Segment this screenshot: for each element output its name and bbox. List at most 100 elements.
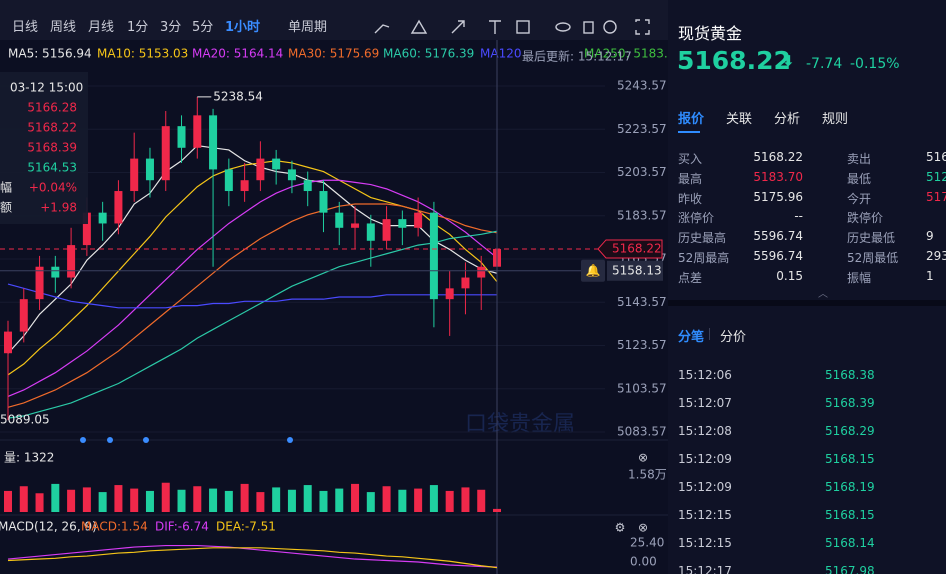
volume-bar — [82, 487, 91, 512]
tick-tab[interactable]: 分价 — [720, 330, 747, 345]
macd-dea — [7, 547, 498, 569]
info-box — [0, 72, 88, 224]
candle-body — [335, 212, 344, 228]
collapse[interactable]: ︿ — [818, 289, 828, 300]
info-value: +1.98 — [40, 201, 77, 215]
watermark: 口袋贵金属 — [465, 412, 575, 437]
change-pct: -0.15% — [850, 56, 900, 72]
info-value: 5168.39 — [27, 141, 77, 155]
event-dot[interactable] — [107, 437, 113, 443]
volume-label: 量: 1322 — [4, 451, 54, 465]
tick-price: 5168.19 — [825, 480, 875, 494]
close-button[interactable]: ⊗ — [638, 451, 648, 465]
event-dot[interactable] — [80, 437, 86, 443]
quote-value: 516 — [926, 150, 946, 164]
icon-info[interactable] — [603, 20, 617, 34]
tick-time: 15:12:09 — [678, 480, 732, 494]
info-value: 5164.53 — [27, 161, 77, 175]
volume-bar — [193, 486, 202, 512]
candle-body — [319, 191, 328, 213]
volume-bar — [477, 489, 486, 512]
candle-body — [114, 191, 123, 224]
quote-value: 517 — [926, 189, 946, 204]
volume-bar — [335, 488, 344, 512]
tab[interactable]: 报价 — [678, 112, 705, 127]
tick-tab[interactable]: 分笔 — [678, 330, 705, 345]
y-tick-label: 5223.57 — [617, 122, 667, 136]
icon-trash[interactable] — [583, 21, 594, 34]
candle-body — [4, 331, 12, 354]
icon-shape[interactable] — [410, 19, 428, 34]
toolbar-item[interactable]: 1分 — [127, 20, 149, 35]
icon-arrow[interactable] — [451, 20, 465, 34]
icon-calc[interactable] — [516, 20, 530, 34]
event-dot[interactable] — [287, 437, 293, 443]
candle-body — [161, 126, 170, 181]
y-tick-label: 5183.57 — [617, 208, 667, 222]
quote-row: 买入 5168.22 卖出 516 — [678, 150, 946, 170]
icon-line[interactable] — [374, 24, 390, 34]
ma-legend: MA20: 5164.14 — [192, 47, 283, 61]
volume-bar — [177, 489, 186, 512]
icon-fullscreen[interactable] — [635, 19, 650, 35]
toolbar-item[interactable]: 5分 — [192, 20, 214, 35]
icon-text[interactable] — [489, 20, 501, 34]
candle-body — [67, 245, 76, 278]
candle-body — [209, 115, 218, 170]
quote-value: 9 — [926, 229, 934, 244]
volume-bar — [19, 486, 28, 512]
tick-price: 5168.38 — [825, 368, 875, 382]
toolbar-item[interactable]: 日线 — [12, 20, 39, 35]
chart: 口袋贵金属 量: 1322 ⊗ ⚙ ⊗ MA5: 5156.94 MA10: 51… — [0, 19, 668, 574]
last-price-tag: 5168.22 — [612, 241, 662, 255]
candle-body — [240, 180, 249, 192]
y-tick-label: 5143.57 — [617, 295, 667, 309]
toolbar-item[interactable]: 单周期 — [288, 20, 328, 35]
toolbar-item[interactable]: 1小时 — [225, 20, 261, 35]
quote-row: 涨停价 -- 跌停价 — [678, 209, 946, 229]
candle-body — [477, 266, 486, 278]
quote-row: 点差 0.15 振幅 1 — [678, 269, 946, 289]
candle-body — [82, 212, 91, 246]
volume-bar — [272, 487, 281, 512]
toolbar-item[interactable]: 周线 — [50, 20, 77, 35]
tick-time: 15:12:06 — [678, 368, 732, 382]
toolbar-item[interactable]: 3分 — [160, 20, 182, 35]
quote-value: 5183.70 — [753, 169, 803, 184]
candle-body — [98, 212, 107, 224]
volume-bar — [382, 486, 391, 512]
candle-body — [177, 126, 186, 148]
side-panel: 现货黄金 5168.22 ⬇ -7.74 -0.15% 报价 关联 分析 规则 买入 5… — [668, 0, 946, 574]
tick-price: 5167.98 — [825, 564, 875, 574]
macd-label: DEA:-7.51 — [216, 520, 276, 534]
candle-body — [351, 223, 360, 228]
volume-bar — [287, 489, 296, 512]
tick-price: 5168.15 — [825, 452, 875, 466]
volume-bar — [461, 487, 470, 512]
toolbar-item[interactable]: 月线 — [88, 20, 115, 35]
volume-bar — [256, 492, 265, 512]
quote-label: 52周最高 — [678, 251, 730, 265]
tab[interactable]: 关联 — [726, 112, 753, 127]
volume-bar — [414, 488, 423, 512]
event-dot[interactable] — [143, 437, 149, 443]
low-label: 5089.05 — [0, 413, 50, 427]
quote-label: 点差 — [678, 270, 703, 285]
quote-row: 昨收 5175.96 今开 517 — [678, 190, 946, 210]
toolbar-icons[interactable] — [374, 19, 650, 35]
info-value: +0.04% — [29, 181, 77, 195]
volume-bar — [114, 485, 123, 512]
instrument-name: 现货黄金 — [678, 24, 743, 43]
tab[interactable]: 分析 — [774, 112, 801, 127]
volume-bar — [67, 489, 76, 512]
settings-button[interactable]: ⚙ — [615, 521, 626, 535]
quote-row: 52周最高 5596.74 52周最低 293 — [678, 249, 946, 269]
tab-sep — [709, 328, 710, 340]
close-button[interactable]: ⊗ — [638, 521, 648, 535]
icon-eye[interactable] — [555, 22, 571, 32]
macd-label: MACD(12, 26, 9) — [0, 520, 97, 534]
candle-body — [429, 212, 438, 300]
tick-price: 5168.14 — [825, 536, 875, 550]
tab[interactable]: 规则 — [822, 112, 849, 127]
